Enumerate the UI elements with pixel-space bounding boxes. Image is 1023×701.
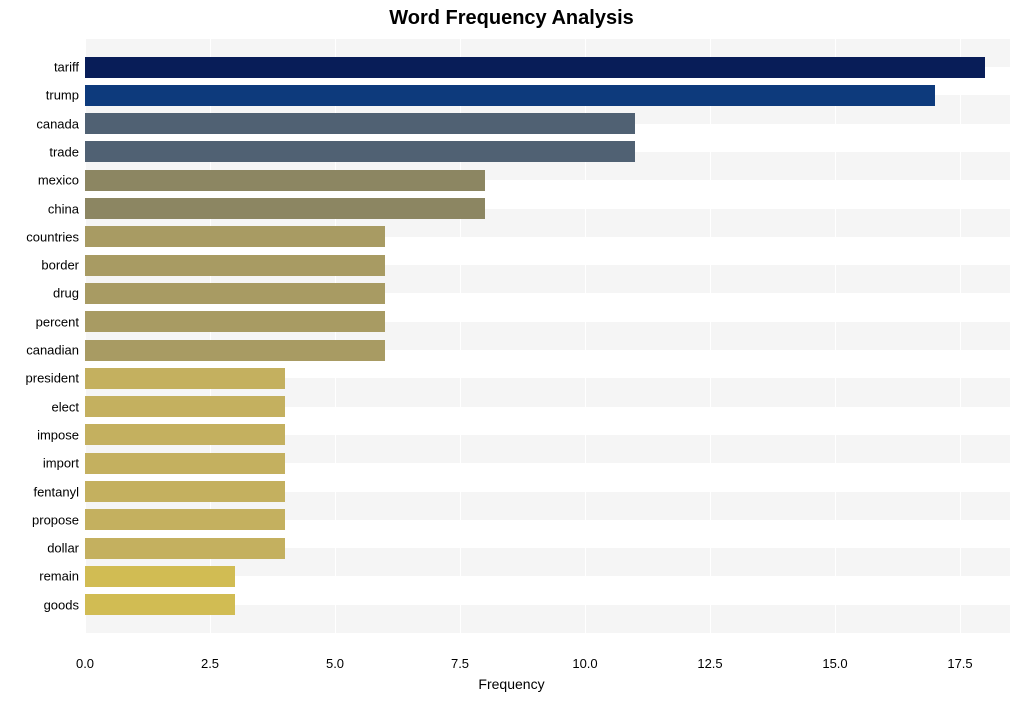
x-tick-label: 17.5 bbox=[947, 656, 972, 671]
plot-area bbox=[85, 34, 1010, 644]
bar bbox=[85, 368, 285, 389]
bar bbox=[85, 255, 385, 276]
bar bbox=[85, 396, 285, 417]
x-tick-label: 5.0 bbox=[326, 656, 344, 671]
x-tick-label: 10.0 bbox=[572, 656, 597, 671]
y-tick-label: fentanyl bbox=[0, 484, 79, 499]
y-tick-label: impose bbox=[0, 427, 79, 442]
y-tick-label: mexico bbox=[0, 173, 79, 188]
x-axis-label: Frequency bbox=[0, 676, 1023, 692]
x-tick-label: 12.5 bbox=[697, 656, 722, 671]
y-tick-label: propose bbox=[0, 512, 79, 527]
bar bbox=[85, 311, 385, 332]
grid-line bbox=[960, 34, 961, 644]
grid-line bbox=[835, 34, 836, 644]
y-tick-label: canada bbox=[0, 116, 79, 131]
chart-title: Word Frequency Analysis bbox=[0, 7, 1023, 30]
y-tick-label: remain bbox=[0, 569, 79, 584]
bar bbox=[85, 226, 385, 247]
bar bbox=[85, 141, 635, 162]
y-tick-label: elect bbox=[0, 399, 79, 414]
y-tick-label: president bbox=[0, 371, 79, 386]
x-tick-label: 15.0 bbox=[822, 656, 847, 671]
y-tick-label: trump bbox=[0, 88, 79, 103]
x-tick-label: 2.5 bbox=[201, 656, 219, 671]
bar bbox=[85, 113, 635, 134]
chart-container: Word Frequency Analysis Frequency tariff… bbox=[0, 0, 1023, 701]
y-tick-label: china bbox=[0, 201, 79, 216]
bar bbox=[85, 283, 385, 304]
x-tick-label: 7.5 bbox=[451, 656, 469, 671]
x-tick-label: 0.0 bbox=[76, 656, 94, 671]
y-tick-label: percent bbox=[0, 314, 79, 329]
y-tick-label: tariff bbox=[0, 60, 79, 75]
bar bbox=[85, 566, 235, 587]
bar bbox=[85, 594, 235, 615]
bar bbox=[85, 170, 485, 191]
y-tick-label: import bbox=[0, 456, 79, 471]
bar bbox=[85, 453, 285, 474]
bar bbox=[85, 509, 285, 530]
y-tick-label: trade bbox=[0, 144, 79, 159]
y-tick-label: canadian bbox=[0, 343, 79, 358]
bar bbox=[85, 57, 985, 78]
bar bbox=[85, 85, 935, 106]
bar bbox=[85, 198, 485, 219]
y-tick-label: goods bbox=[0, 597, 79, 612]
bar bbox=[85, 538, 285, 559]
bar bbox=[85, 424, 285, 445]
y-tick-label: border bbox=[0, 258, 79, 273]
y-tick-label: dollar bbox=[0, 541, 79, 556]
grid-line bbox=[710, 34, 711, 644]
y-tick-label: drug bbox=[0, 286, 79, 301]
bar bbox=[85, 481, 285, 502]
bar bbox=[85, 340, 385, 361]
y-tick-label: countries bbox=[0, 229, 79, 244]
